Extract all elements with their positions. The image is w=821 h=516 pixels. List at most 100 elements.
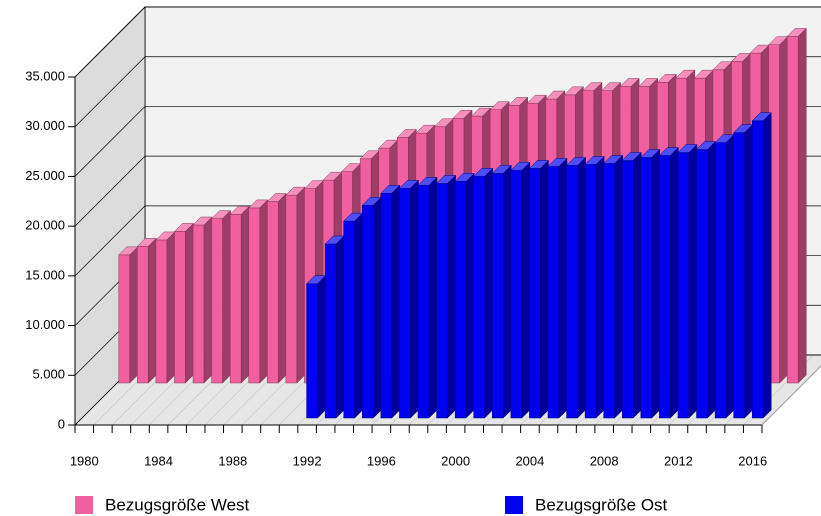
bar-front <box>566 165 578 419</box>
x-tick-label: 2008 <box>590 453 619 468</box>
bar <box>192 216 213 384</box>
bar-side <box>762 112 772 419</box>
bar <box>229 205 250 384</box>
grid-line <box>74 6 821 78</box>
bar-side <box>391 184 401 419</box>
bar-front <box>786 36 799 384</box>
bar-side <box>447 174 456 419</box>
bar <box>361 196 382 419</box>
bar <box>398 179 420 419</box>
bar-front <box>192 224 205 384</box>
y-tick-label: 0 <box>58 416 65 431</box>
bar-side <box>651 148 661 419</box>
bar-side <box>725 133 735 419</box>
bar <box>658 146 679 419</box>
bar <box>173 222 195 384</box>
bar-front <box>248 207 261 384</box>
x-tick-label: 1984 <box>144 453 173 468</box>
bar-side <box>484 167 493 419</box>
bar <box>695 140 717 419</box>
floor-line <box>761 365 821 426</box>
bar <box>510 161 531 419</box>
x-tick-label: 2016 <box>738 453 767 468</box>
y-tick-label: 15.000 <box>25 267 65 282</box>
bar <box>786 27 807 384</box>
bar-side <box>410 179 419 419</box>
x-tick-label: 1988 <box>218 453 247 468</box>
bar-side <box>779 36 788 384</box>
bar-front <box>547 166 560 419</box>
bar <box>768 36 789 384</box>
bar-front <box>399 188 411 419</box>
bar-side <box>428 176 438 419</box>
bar-side <box>521 161 531 419</box>
bar-side <box>670 146 679 419</box>
bar-side <box>222 209 231 384</box>
bar-side <box>632 151 642 419</box>
bar-front <box>529 168 541 419</box>
bar-side <box>595 155 605 419</box>
bar <box>565 156 587 419</box>
bar-side <box>354 212 363 419</box>
bar-front <box>285 194 298 384</box>
x-tick-label: 1980 <box>70 453 99 468</box>
bar <box>640 148 661 419</box>
bar-front <box>584 164 597 419</box>
bar-side <box>373 196 382 419</box>
bar <box>343 212 364 419</box>
bar-front <box>677 152 690 419</box>
bar-front <box>137 246 149 384</box>
bar-front <box>454 181 467 419</box>
bar <box>417 176 438 419</box>
bar-front <box>118 254 131 384</box>
y-tick-label: 25.000 <box>25 168 65 183</box>
y-tick-label: 30.000 <box>25 118 65 133</box>
bar-side <box>558 157 568 419</box>
bar <box>305 275 327 419</box>
bar-side <box>148 237 157 384</box>
bar-front <box>417 185 430 419</box>
bar-side <box>335 235 345 419</box>
bar-front <box>380 193 393 419</box>
bar <box>603 154 624 419</box>
bar-side <box>185 222 194 384</box>
bar <box>211 209 232 384</box>
bar-front <box>229 214 242 384</box>
y-tick-label: 5.000 <box>32 367 65 382</box>
bar <box>435 174 457 419</box>
x-tick-label: 2004 <box>515 453 544 468</box>
bar <box>751 112 772 419</box>
bar-side <box>577 156 586 419</box>
bar-side <box>688 143 698 419</box>
bar-front <box>510 170 523 419</box>
bar-side <box>465 172 475 419</box>
bar-front <box>492 173 504 419</box>
bar <box>677 143 698 419</box>
bar-side <box>240 205 250 384</box>
bar-side <box>317 275 326 419</box>
bar-side <box>744 124 753 419</box>
bar-front <box>751 120 764 419</box>
x-tick-label: 2000 <box>441 453 470 468</box>
bar-front <box>306 283 318 419</box>
bar-side <box>166 231 176 384</box>
legend: Bezugsgröße West Bezugsgröße Ost <box>75 495 668 514</box>
legend-label: Bezugsgröße West <box>105 495 250 514</box>
y-tick-label: 35.000 <box>25 68 65 83</box>
bar-side <box>707 140 716 419</box>
legend-swatch <box>75 496 93 514</box>
x-tick-label: 1992 <box>293 453 322 468</box>
y-tick-label: 10.000 <box>25 317 65 332</box>
bar-side <box>503 164 512 419</box>
bar <box>454 172 475 419</box>
bar-side <box>797 27 807 384</box>
bar-front <box>621 160 634 419</box>
bar-front <box>155 239 168 384</box>
x-tick-label: 1996 <box>367 453 396 468</box>
legend-swatch <box>505 496 523 514</box>
bar <box>266 192 287 384</box>
bar-front <box>436 183 448 419</box>
bar-side <box>203 216 213 384</box>
bar <box>473 167 494 419</box>
